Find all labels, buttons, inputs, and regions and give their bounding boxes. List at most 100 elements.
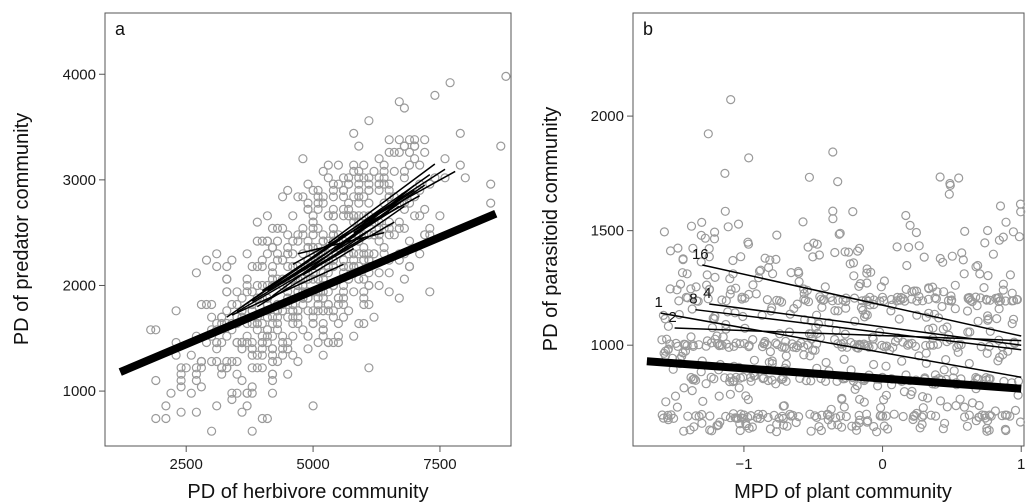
data-point	[938, 287, 949, 297]
data-point	[973, 260, 983, 271]
panel-b-x-ticks: −1 0 1	[735, 446, 1025, 473]
data-point	[262, 236, 272, 246]
data-point	[791, 417, 801, 428]
data-point	[278, 350, 288, 360]
panel-b-label: b	[643, 19, 653, 39]
data-point	[298, 325, 308, 335]
data-point	[917, 392, 928, 402]
data-point	[272, 236, 283, 246]
data-point	[723, 307, 733, 317]
data-point	[707, 323, 718, 333]
data-point	[852, 246, 863, 256]
data-point	[262, 249, 272, 259]
data-point	[835, 228, 845, 238]
data-point	[994, 293, 1004, 303]
data-point	[960, 226, 970, 236]
data-point	[191, 268, 201, 278]
data-point	[754, 266, 765, 276]
data-point	[217, 337, 227, 348]
data-point	[749, 355, 760, 365]
data-point	[915, 423, 925, 433]
data-point	[854, 394, 865, 404]
data-point	[830, 247, 840, 258]
data-point	[808, 252, 818, 262]
data-point	[222, 363, 232, 373]
data-point	[843, 247, 854, 257]
data-point	[191, 407, 201, 417]
data-point	[222, 331, 232, 341]
data-point	[303, 204, 313, 214]
group-fit-line	[327, 163, 436, 244]
data-point	[328, 306, 338, 316]
data-point	[777, 342, 787, 352]
data-point	[964, 410, 974, 420]
data-point	[425, 287, 435, 297]
data-point	[257, 344, 267, 354]
data-point	[1008, 296, 1019, 306]
data-point	[877, 411, 888, 421]
data-point	[338, 293, 349, 303]
panel-b-x-axis-title: MPD of plant community	[734, 481, 952, 503]
data-point	[697, 409, 707, 420]
data-point	[728, 409, 739, 419]
data-point	[907, 287, 917, 297]
data-point	[982, 348, 992, 358]
data-point	[902, 340, 913, 350]
data-point	[313, 306, 323, 316]
data-point	[881, 361, 891, 371]
data-point	[720, 373, 730, 383]
data-point	[834, 229, 844, 239]
data-point	[1015, 417, 1026, 427]
data-point	[806, 426, 816, 436]
data-point	[344, 173, 354, 183]
data-point	[242, 280, 252, 291]
data-point	[323, 299, 333, 310]
data-point	[953, 340, 964, 350]
data-point	[778, 401, 788, 411]
data-point	[328, 192, 338, 202]
data-point	[237, 407, 247, 417]
data-point	[283, 337, 293, 348]
data-point	[686, 284, 696, 294]
data-point	[384, 287, 394, 297]
data-point	[196, 363, 206, 373]
data-point	[762, 295, 773, 305]
y-tick-label: 1000	[591, 337, 624, 354]
data-point	[349, 211, 359, 221]
data-point	[354, 173, 364, 183]
data-point	[394, 147, 404, 157]
data-point	[811, 310, 822, 320]
data-point	[811, 322, 821, 332]
data-point	[854, 243, 865, 253]
data-point	[369, 249, 379, 259]
data-point	[394, 217, 404, 227]
data-point	[839, 354, 849, 364]
data-point	[906, 294, 917, 304]
data-point	[278, 223, 288, 233]
data-point	[232, 388, 242, 398]
group-fit-line	[702, 264, 1022, 337]
data-point	[338, 204, 349, 214]
data-point	[359, 173, 369, 183]
data-point	[881, 411, 891, 421]
data-point	[318, 230, 328, 240]
data-point	[841, 411, 851, 422]
data-point	[217, 363, 227, 373]
panel-a: 2500 5000 7500 1000 2000 3000 4000 a PD of he…	[11, 12, 512, 503]
data-point	[354, 166, 364, 176]
data-point	[308, 242, 318, 253]
data-point	[865, 292, 875, 302]
panel-a-overall-fit	[118, 209, 498, 376]
data-point	[212, 401, 222, 411]
data-point	[935, 172, 945, 182]
group-fit-line	[231, 263, 344, 316]
data-point	[338, 173, 349, 183]
data-point	[892, 292, 903, 302]
group-fit-label: 16	[692, 246, 709, 263]
data-point	[841, 303, 851, 313]
data-point	[720, 206, 730, 216]
data-point	[760, 253, 770, 263]
group-fit-line	[272, 195, 410, 297]
data-point	[242, 331, 252, 341]
data-point	[151, 325, 161, 335]
